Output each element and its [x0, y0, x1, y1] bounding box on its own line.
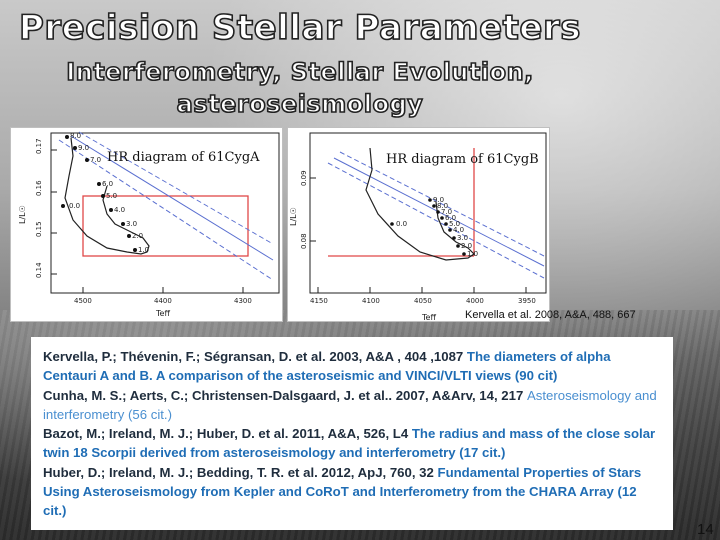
- track-label: 7.0: [441, 208, 452, 216]
- x-tick-label: 4500: [74, 297, 92, 305]
- reference-title: Fundamental Properties of Stars Using As…: [43, 464, 642, 519]
- plot-title: HR diagram of 61CygB: [386, 152, 539, 167]
- x-tick-label: 4000: [466, 297, 484, 305]
- slide-title: Precision Stellar Parameters: [18, 7, 581, 49]
- x-tick-label: 4300: [234, 297, 252, 305]
- reference-item: Kervella, P.; Thévenin, F.; Ségransan, D…: [43, 347, 663, 386]
- reference-authors: Huber, D.; Ireland, M. J.; Bedding, T. R…: [43, 464, 438, 480]
- y-axis-label: L/L☉: [289, 207, 298, 226]
- y-tick-label: 0.09: [300, 170, 308, 186]
- hr-diagram-61cygb-figure: 9.0 8.0 7.0 6.0 0.0 5.0 4.0 3.0 2.0 1.0 …: [289, 132, 547, 322]
- reference-title: The diameters of alpha Centauri A and B.…: [43, 349, 611, 384]
- track-label: 4.0: [453, 226, 464, 234]
- track-label: 8.0: [70, 132, 81, 140]
- x-tick-label: 4400: [154, 297, 172, 305]
- hr-diagram-61cyga-figure: 8.0 9.0 7.0 6.0 0.0 5.0 4.0 3.0 2.0 1.0 …: [18, 131, 280, 318]
- x-tick-label: 4150: [310, 297, 328, 305]
- y-axis-label: L/L☉: [18, 205, 27, 224]
- track-label: 5.0: [449, 220, 460, 228]
- hr-diagram-61cyga: 8.0 9.0 7.0 6.0 0.0 5.0 4.0 3.0 2.0 1.0 …: [10, 127, 283, 322]
- slide-subtitle-line1: Interferometry, Stellar Evolution,: [65, 57, 534, 87]
- reference-authors: Bazot, M.; Ireland, M. J.; Huber, D. et …: [43, 426, 412, 442]
- track-label: 6.0: [445, 214, 456, 222]
- slide-subtitle-line2: asteroseismology: [176, 89, 424, 119]
- plot-title: HR diagram of 61CygA: [107, 150, 260, 165]
- reference-item: Cunha, M. S.; Aerts, C.; Christensen-Dal…: [43, 386, 663, 425]
- track-label: 2.0: [461, 242, 472, 250]
- reference-authors: Kervella, P.; Thévenin, F.; Ségransan, D…: [43, 349, 467, 364]
- x-tick-label: 4100: [362, 297, 380, 305]
- track-label: 4.0: [114, 206, 125, 214]
- reference-item: Bazot, M.; Ireland, M. J.; Huber, D. et …: [43, 424, 663, 463]
- x-axis-label: Teff: [155, 309, 170, 318]
- track-label: 9.0: [433, 196, 444, 204]
- y-tick-label: 0.08: [300, 233, 308, 249]
- y-tick-label: 0.15: [35, 221, 43, 237]
- track-label: 5.0: [106, 192, 117, 200]
- slide-number: 14: [697, 521, 714, 538]
- track-label: 8.0: [437, 202, 448, 210]
- reference-title: Asteroseismology and interferometry (56 …: [43, 387, 657, 422]
- x-tick-label: 4050: [414, 297, 432, 305]
- track-label: 3.0: [457, 234, 468, 242]
- reference-item: Huber, D.; Ireland, M. J.; Bedding, T. R…: [43, 463, 663, 521]
- figure-credit: Kervella et al. 2008, A&A, 488, 667: [465, 309, 636, 321]
- track-label: 0.0: [396, 220, 407, 228]
- x-tick-label: 3950: [518, 297, 536, 305]
- track-label: 2.0: [132, 232, 143, 240]
- track-label: 7.0: [90, 156, 101, 164]
- track-label: 0.0: [69, 202, 80, 210]
- track-label: 3.0: [126, 220, 137, 228]
- y-tick-label: 0.14: [35, 262, 43, 278]
- track-label: 9.0: [78, 144, 89, 152]
- track-label: 1.0: [138, 246, 149, 254]
- x-axis-label: Teff: [421, 313, 436, 322]
- y-tick-label: 0.16: [35, 180, 43, 196]
- reference-authors: Cunha, M. S.; Aerts, C.; Christensen-Dal…: [43, 387, 527, 403]
- y-tick-label: 0.17: [35, 138, 43, 154]
- references-box: Kervella, P.; Thévenin, F.; Ségransan, D…: [31, 337, 673, 530]
- track-label: 1.0: [467, 250, 478, 258]
- reference-title: The radius and mass of the close solar t…: [43, 426, 656, 461]
- hr-diagram-61cygb: 9.0 8.0 7.0 6.0 0.0 5.0 4.0 3.0 2.0 1.0 …: [287, 127, 550, 322]
- track-label: 6.0: [102, 180, 113, 188]
